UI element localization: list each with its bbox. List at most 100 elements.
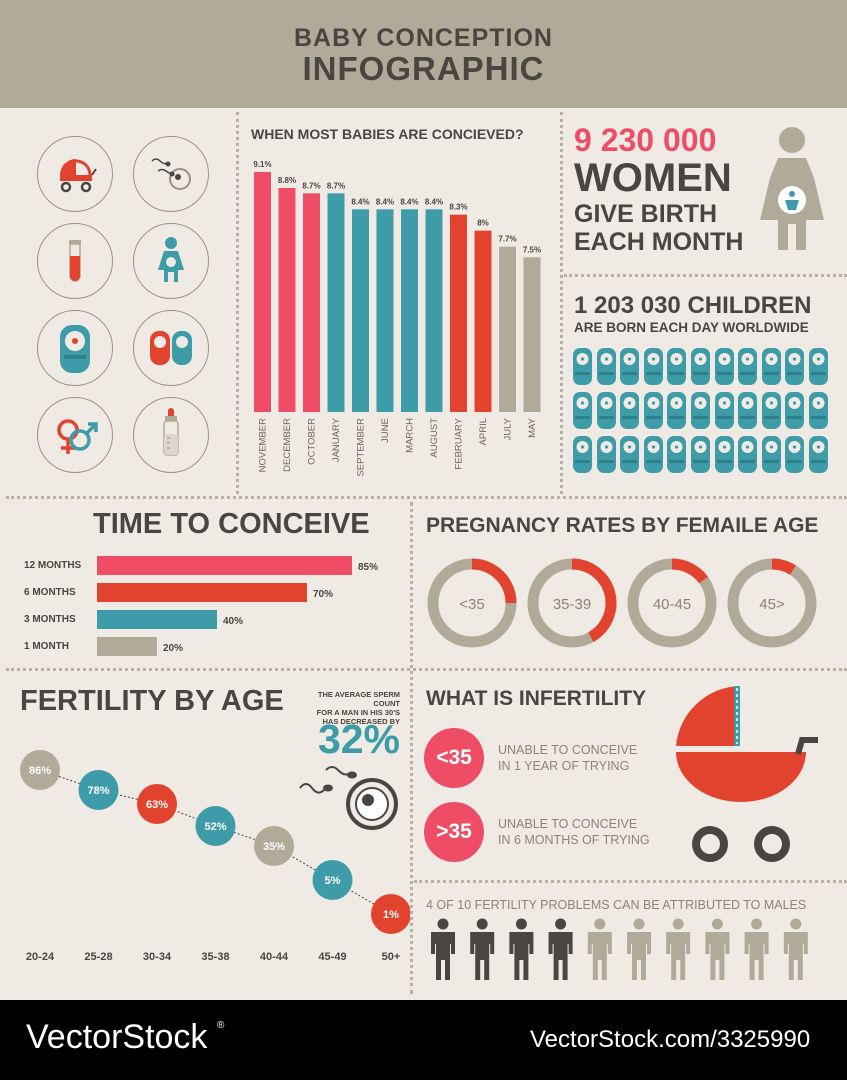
fertility-value-label: 5% — [325, 875, 341, 887]
swaddled-baby-icon — [620, 348, 640, 385]
month-value-label: 8.7% — [302, 181, 320, 190]
children-number: 1 203 030 CHILDREN — [574, 292, 812, 319]
swaddled-baby-icon — [785, 436, 805, 473]
babies-grid — [573, 348, 833, 484]
month-bar — [425, 209, 443, 412]
swaddled-baby-icon — [761, 348, 781, 385]
women-line1: WOMEN — [574, 156, 732, 200]
fertility-value-label: 63% — [146, 799, 168, 811]
women-number: 9 230 000 — [574, 122, 717, 158]
ttc-category-label: 12 MONTHS — [24, 560, 82, 571]
month-value-label: 9.1% — [253, 160, 271, 169]
person-icon — [666, 918, 691, 980]
swaddled-baby-icon — [761, 392, 781, 429]
pregnant-woman-icon — [760, 127, 824, 250]
person-icon — [705, 918, 730, 980]
fertility-value-label: 1% — [383, 909, 399, 921]
month-bar — [278, 188, 296, 412]
month-value-label: 8.4% — [376, 197, 394, 206]
ttc-category-label: 6 MONTHS — [24, 587, 76, 598]
donut-slice — [671, 558, 709, 584]
fertility-x-tick: 20-24 — [26, 951, 55, 963]
swaddled-baby-icon — [738, 436, 758, 473]
fertility-line-chart: 86% 20-24 78% 25-28 63% 30-34 52% 35-38 35% 40-44… — [20, 750, 410, 963]
ttc-value-label: 20% — [163, 643, 183, 654]
swaddled-baby-icon — [37, 310, 113, 386]
fertility-x-tick: 50+ — [382, 951, 401, 963]
infertility-line: IN 1 YEAR OF TRYING — [498, 759, 630, 773]
header-banner: BABY CONCEPTION INFOGRAPHIC — [0, 0, 847, 108]
stroller-icon — [676, 686, 818, 862]
fertility-x-tick: 40-44 — [260, 951, 289, 963]
person-icon — [470, 918, 495, 980]
month-value-label: 8.4% — [400, 197, 418, 206]
ttc-bar — [97, 583, 307, 602]
age-under-35-badge: <35 — [424, 728, 484, 788]
month-bar — [401, 209, 418, 412]
swaddled-baby-icon — [573, 436, 592, 473]
swaddled-baby-icon — [691, 348, 710, 385]
baby-bottle-icon — [133, 397, 209, 473]
donut-label: <35 — [459, 596, 484, 613]
fertility-value-label: 78% — [87, 785, 109, 797]
ttc-value-label: 70% — [313, 589, 333, 600]
months-bar-chart: 9.1% NOVEMBER 8.8% DECEMBER 8.7% OCTOBER 8.7% J… — [253, 160, 541, 477]
month-value-label: 7.5% — [523, 245, 541, 254]
month-value-label: 8.3% — [449, 203, 467, 212]
divider — [560, 112, 563, 494]
people-row — [431, 918, 808, 980]
month-bar — [303, 193, 320, 412]
infertility-line: UNABLE TO CONCEIVE — [498, 817, 638, 831]
swaddled-baby-icon — [691, 392, 710, 429]
month-tick-label: NOVEMBER — [258, 418, 269, 473]
divider — [410, 502, 413, 994]
month-tick-label: SEPTEMBER — [356, 418, 367, 477]
swaddled-baby-icon — [714, 436, 734, 473]
infertility-title: WHAT IS INFERTILITY — [426, 687, 647, 710]
pregnancy-title: PREGNANCY RATES BY FEMAILE AGE — [426, 514, 819, 537]
males-caption: 4 OF 10 FERTILITY PROBLEMS CAN BE ATTRIB… — [426, 898, 807, 912]
fertility-x-tick: 45-49 — [318, 951, 346, 963]
month-value-label: 8.4% — [351, 197, 369, 206]
month-bar — [499, 246, 516, 412]
month-value-label: 8.4% — [425, 197, 443, 206]
fertility-value-label: 52% — [204, 821, 226, 833]
month-value-label: 7.7% — [498, 235, 516, 244]
fertility-x-tick: 35-38 — [201, 951, 229, 963]
donut-label: 35-39 — [553, 596, 591, 613]
month-bar — [474, 230, 492, 412]
swaddled-baby-icon — [620, 436, 640, 473]
swaddled-baby-icon — [643, 348, 663, 385]
infertility-line: UNABLE TO CONCEIVE — [498, 743, 638, 757]
person-icon — [627, 918, 651, 980]
donut-label: 40-45 — [653, 596, 691, 613]
swaddled-baby-icon — [738, 348, 758, 385]
ttc-category-label: 1 MONTH — [24, 641, 69, 652]
month-bar — [450, 214, 467, 412]
test-tube-icon — [37, 223, 113, 299]
time-to-conceive-title: TIME TO CONCEIVE — [93, 508, 370, 540]
swaddled-baby-icon — [573, 392, 592, 429]
donut-label: 45> — [759, 596, 785, 613]
ttc-bar — [97, 610, 217, 629]
donut-slice — [771, 558, 796, 575]
ttc-bar — [97, 637, 157, 656]
month-value-label: 8.8% — [278, 176, 296, 185]
swaddled-baby-icon — [714, 392, 734, 429]
month-tick-label: AUGUST — [429, 418, 440, 458]
fertility-point — [371, 894, 410, 934]
divider — [6, 496, 847, 499]
sperm-note: THE AVERAGE SPERM COUNT FOR A MAN IN HIS… — [300, 690, 400, 726]
swaddled-baby-icon — [809, 348, 828, 385]
stroller-icon — [37, 136, 113, 212]
age-over-35-badge: >35 — [424, 802, 484, 862]
header-title-line2: INFOGRAPHIC — [302, 50, 545, 87]
fertility-title: FERTILITY BY AGE — [20, 685, 284, 717]
sperm-egg-icon — [299, 766, 398, 830]
swaddled-baby-icon — [596, 436, 616, 473]
month-tick-label: JULY — [503, 417, 514, 440]
time-to-conceive-chart: 12 MONTHS 85% 6 MONTHS 70% 3 MONTHS 40% 1 MONT… — [24, 556, 378, 656]
fertility-value-label: 35% — [263, 841, 285, 853]
gender-symbols-icon — [37, 397, 113, 473]
divider — [564, 274, 847, 277]
